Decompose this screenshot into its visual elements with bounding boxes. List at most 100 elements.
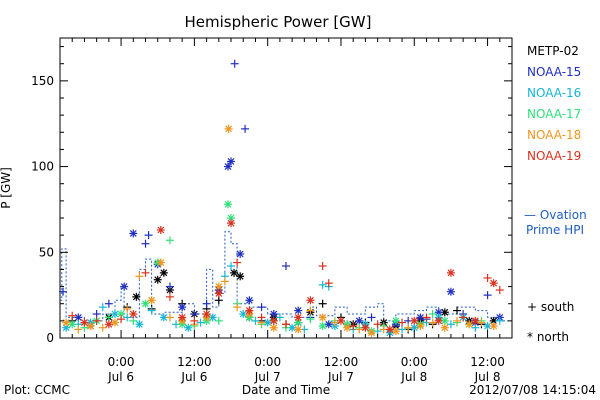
legend-item-noaa-16: NOAA-16: [527, 86, 581, 100]
point-noaa-19-north: [156, 226, 165, 234]
point-noaa-19-south: [398, 318, 407, 327]
point-noaa-18-north: [224, 124, 233, 133]
chart-title: Hemispheric Power [GW]: [185, 13, 372, 31]
point-noaa-15-north: [129, 229, 138, 238]
point-noaa-16-south: [471, 323, 480, 332]
point-noaa-18-south: [165, 313, 174, 322]
points-layer: [59, 59, 504, 337]
point-noaa-19-north: [336, 316, 345, 325]
ovation-legend-label: — Ovation: [524, 208, 587, 222]
point-noaa-18-south: [453, 316, 462, 325]
point-noaa-18-north: [269, 323, 278, 332]
point-noaa-17-north: [141, 299, 150, 308]
x-tick-date-label: Jul 7: [254, 370, 281, 384]
x-tick-time-label: 0:00: [108, 355, 135, 369]
y-tick-label: 150: [31, 74, 54, 88]
point-noaa-15-south: [104, 299, 113, 308]
point-noaa-19-south: [68, 311, 77, 320]
marker-legend: + south * north: [527, 300, 574, 344]
point-noaa-17-north: [117, 310, 126, 318]
point-noaa-19-south: [422, 313, 431, 322]
point-noaa-19-south: [349, 322, 358, 330]
point-noaa-15-south: [367, 313, 376, 322]
x-axis-label: Date and Time: [242, 383, 330, 397]
point-noaa-16-north: [135, 320, 144, 329]
point-noaa-18-south: [330, 318, 339, 327]
point-metp-02-south: [453, 306, 462, 315]
point-noaa-18-south: [233, 303, 242, 312]
point-noaa-16-south: [318, 280, 327, 289]
point-noaa-19-south: [324, 279, 333, 288]
point-noaa-19-north: [104, 320, 113, 329]
point-noaa-15-north: [416, 313, 425, 322]
point-noaa-15-north: [178, 303, 187, 312]
point-metp-02-north: [230, 268, 239, 277]
legend-item-noaa-15: NOAA-15: [527, 65, 581, 79]
point-noaa-17-north: [223, 200, 232, 209]
point-noaa-15-north: [446, 287, 455, 296]
point-noaa-15-south: [141, 239, 150, 248]
point-noaa-17-south: [306, 315, 315, 324]
point-noaa-18-south: [220, 277, 229, 286]
x-tick-time-label: 12:00: [177, 355, 212, 369]
point-noaa-15-south: [241, 124, 250, 133]
point-noaa-18-north: [440, 323, 449, 332]
legend-item-noaa-18: NOAA-18: [527, 128, 581, 142]
point-noaa-15-north: [120, 282, 129, 291]
point-noaa-18-south: [135, 272, 144, 281]
plot-frame: [59, 37, 513, 339]
point-noaa-18-north: [318, 313, 327, 322]
point-noaa-16-south: [196, 318, 205, 327]
point-noaa-19-north: [178, 313, 187, 322]
legend-item-noaa-19: NOAA-19: [527, 149, 581, 163]
point-noaa-18-south: [428, 318, 437, 327]
y-axis-label: P [GW]: [0, 167, 13, 209]
legend: METP-02 NOAA-15 NOAA-16 NOAA-17 NOAA-18 NOAA-…: [527, 44, 581, 163]
point-noaa-16-south: [147, 306, 156, 315]
point-noaa-18-north: [147, 296, 156, 305]
point-metp-02-south: [318, 299, 327, 308]
point-noaa-18-south: [355, 325, 364, 334]
legend-item-metp-02: METP-02: [527, 44, 579, 58]
point-noaa-16-south: [398, 325, 407, 334]
point-noaa-19-north: [385, 325, 394, 334]
ovation-legend-label-line2: Prime HPI: [526, 223, 584, 237]
point-noaa-19-north: [471, 316, 480, 325]
legend-item-noaa-17: NOAA-17: [527, 107, 581, 121]
point-noaa-18-north: [86, 322, 95, 330]
point-noaa-19-north: [294, 313, 303, 322]
point-noaa-18-south: [123, 304, 132, 313]
point-noaa-15-north: [236, 250, 245, 258]
point-noaa-19-south: [318, 262, 327, 270]
point-noaa-19-south: [92, 316, 101, 325]
point-noaa-19-north: [489, 279, 498, 288]
point-noaa-19-north: [214, 289, 223, 298]
point-metp-02-north: [236, 272, 245, 281]
point-noaa-19-south: [141, 268, 150, 277]
point-noaa-19-north: [446, 268, 455, 277]
marker-legend-north: * north: [527, 330, 569, 344]
point-noaa-18-north: [416, 322, 425, 330]
x-tick-time-label: 0:00: [254, 355, 281, 369]
point-noaa-15-south: [202, 299, 211, 308]
point-noaa-19-south: [233, 258, 242, 267]
x-tick-date-label: Jul 8: [474, 370, 501, 384]
x-tick-time-label: 12:00: [324, 355, 359, 369]
point-noaa-18-north: [391, 327, 400, 336]
point-noaa-18-north: [294, 325, 303, 334]
point-noaa-15-north: [245, 296, 254, 305]
point-noaa-19-south: [117, 315, 126, 324]
point-noaa-15-south: [230, 59, 239, 68]
point-metp-02-north: [132, 292, 141, 301]
point-noaa-17-north: [68, 320, 77, 329]
x-tick-date-label: Jul 8: [400, 370, 427, 384]
point-noaa-18-north: [367, 328, 376, 337]
point-noaa-19-south: [373, 320, 382, 329]
point-noaa-19-south: [190, 316, 199, 325]
marker-legend-south: + south: [527, 300, 574, 314]
point-noaa-18-north: [214, 282, 223, 291]
point-noaa-19-north: [434, 316, 443, 325]
point-noaa-19-north: [245, 306, 254, 315]
point-noaa-15-north: [74, 313, 83, 322]
